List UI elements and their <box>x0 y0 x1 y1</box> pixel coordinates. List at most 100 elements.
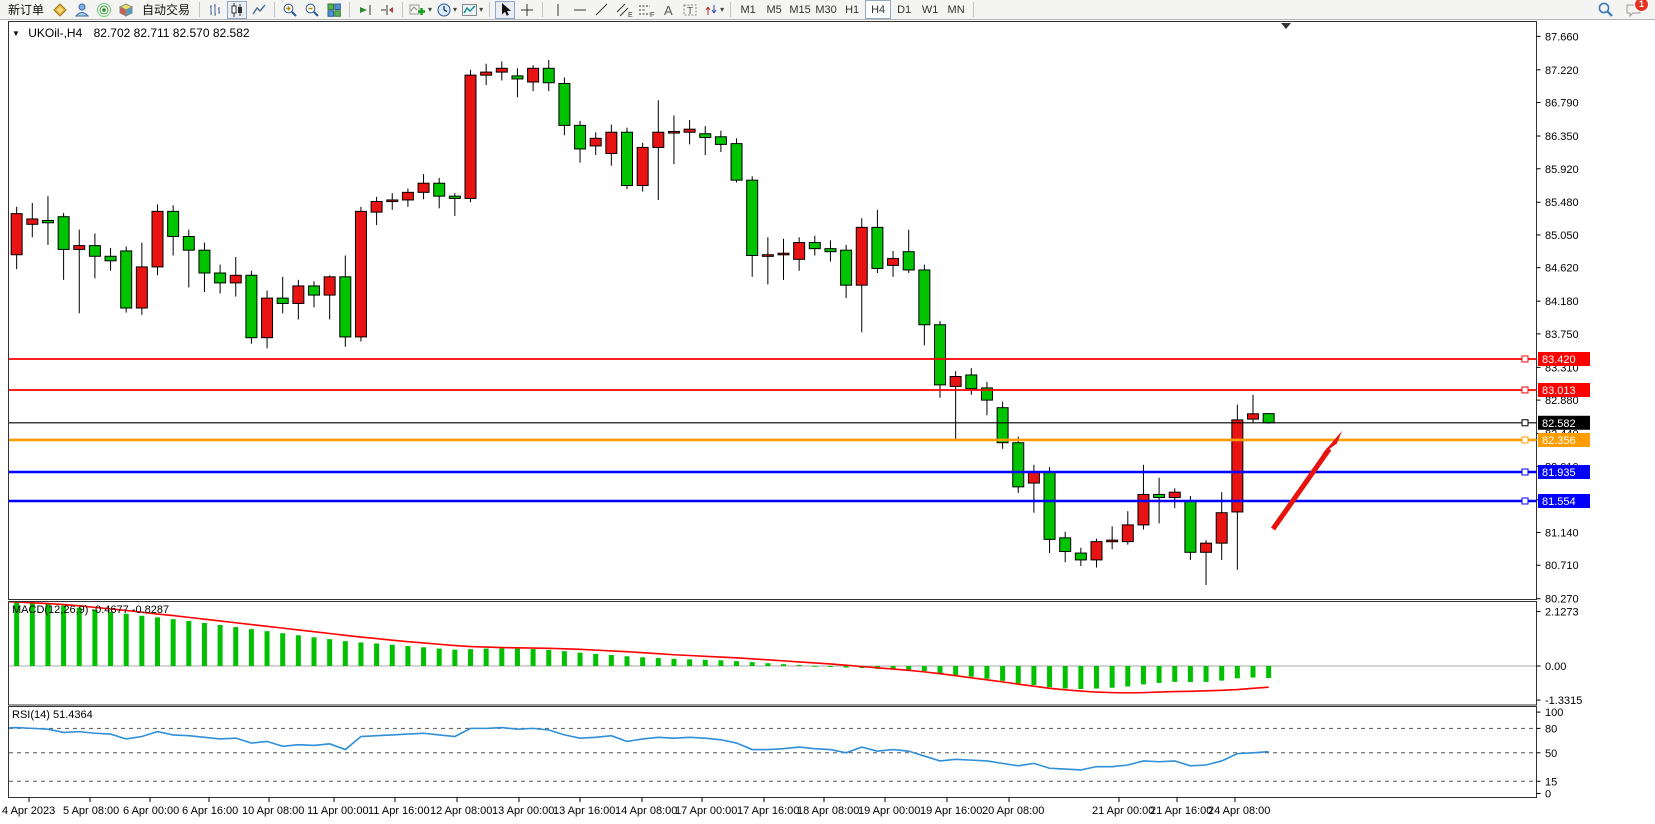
timeframe-button-m15[interactable]: M15 <box>789 3 811 16</box>
macd-histogram-bar <box>593 653 599 666</box>
svg-text:E: E <box>628 12 633 18</box>
timeframe-button-d1[interactable]: D1 <box>897 3 912 16</box>
macd-histogram-bar <box>217 625 223 666</box>
chat-icon[interactable]: 1 <box>1624 0 1649 19</box>
svg-text:F: F <box>650 12 654 18</box>
candle-bear <box>1059 537 1072 553</box>
search-icon[interactable] <box>1595 1 1615 19</box>
candle-bear <box>980 387 993 401</box>
arrows-button[interactable]: ▾ <box>702 1 725 19</box>
candle-bear <box>57 216 70 250</box>
timeframe-button-w1[interactable]: W1 <box>921 3 939 16</box>
macd-histogram-bar <box>765 663 771 666</box>
text-button[interactable]: A <box>658 1 678 19</box>
macd-histogram-bar <box>483 648 489 666</box>
timeframe-button-m5[interactable]: M5 <box>766 3 782 16</box>
hlines-layer[interactable] <box>9 355 1537 505</box>
indicators-add-button[interactable]: ▾ <box>408 1 433 19</box>
macd-histogram-bar <box>561 651 567 666</box>
candle-bull <box>527 67 540 83</box>
macd-histogram-bar <box>342 641 348 666</box>
candle-bull <box>949 376 962 387</box>
templates-button[interactable]: ▾ <box>460 1 484 19</box>
zoom-in-button[interactable] <box>280 1 300 19</box>
macd-histogram-bar <box>1094 666 1099 689</box>
line-handle <box>1521 436 1529 444</box>
chart-area[interactable]: 87.660 87.220 86.790 86.350 85.920 85.480 85.0… <box>0 20 1655 824</box>
rsi-tick-label: 15 <box>1545 776 1557 788</box>
zoom-out-button[interactable] <box>302 1 322 19</box>
candle-bull <box>1106 539 1119 543</box>
candle-bear <box>699 133 712 139</box>
candle-bear <box>1184 500 1197 553</box>
macd-histogram-bar <box>14 602 20 666</box>
chart-shift-marker-icon[interactable] <box>1281 23 1291 29</box>
timeframe-button-h1[interactable]: H1 <box>845 3 860 16</box>
macd-layer <box>9 602 1536 694</box>
candle-bull <box>386 199 399 203</box>
time-tick-label: 4 Apr 2023 <box>2 805 55 817</box>
trend-arrow[interactable] <box>1270 431 1342 531</box>
chevron-down-icon[interactable]: ▾ <box>428 5 433 14</box>
line-handle <box>1521 419 1529 427</box>
macd-histogram-bar <box>749 662 755 666</box>
timeframe-button-m30[interactable]: M30 <box>815 3 837 16</box>
line-handle <box>1521 355 1529 363</box>
timeframe-button-m1[interactable]: M1 <box>740 3 756 16</box>
periods-clock-button[interactable]: ▾ <box>435 1 458 19</box>
macd-histogram-bar <box>1109 666 1115 688</box>
bar-chart-button[interactable] <box>205 1 225 19</box>
horizontal-line-button[interactable] <box>570 1 590 19</box>
price-line-badge-label: 83.420 <box>1542 354 1576 366</box>
signals-icon[interactable] <box>94 1 114 19</box>
candle-bull <box>1121 524 1134 543</box>
price-axis: 87.660 87.220 86.790 86.350 85.920 85.480 85.0… <box>1536 31 1590 606</box>
symbol-period-label: UKOil-,H4 <box>28 26 83 40</box>
chevron-down-icon[interactable]: ▾ <box>453 5 458 14</box>
rsi-layer <box>9 726 1536 782</box>
crosshair-button[interactable] <box>517 1 537 19</box>
candle-bear <box>308 285 320 296</box>
timeframe-button-mn[interactable]: MN <box>947 3 965 16</box>
candle-bear <box>1012 442 1025 488</box>
chart-canvas[interactable]: 87.660 87.220 86.790 86.350 85.920 85.480 85.0… <box>0 20 1655 824</box>
auto-scroll-button[interactable] <box>355 1 375 19</box>
timeframe-button-h4[interactable]: H4 <box>865 0 892 20</box>
chevron-down-icon[interactable]: ▾ <box>479 5 484 14</box>
macd-histogram-bar <box>1031 666 1037 685</box>
candle-bull <box>73 245 86 250</box>
trendline-button[interactable] <box>592 1 612 19</box>
chart-shift-button[interactable] <box>377 1 397 19</box>
line-chart-button[interactable] <box>249 1 269 19</box>
new-chart-icon[interactable] <box>50 1 70 19</box>
toolbar-separator <box>489 2 491 17</box>
price-tick-label: 86.350 <box>1545 131 1579 143</box>
macd-histogram-bar <box>452 649 458 666</box>
time-tick-label: 14 Apr 08:00 <box>615 805 677 817</box>
candle-bear <box>214 272 227 284</box>
auto-trading-button[interactable]: 自动交易 <box>142 3 191 17</box>
macd-histogram-bar <box>421 647 427 666</box>
fibonacci-button[interactable]: F <box>636 1 656 19</box>
macd-histogram-bar <box>405 646 411 666</box>
equidistant-channel-button[interactable]: E <box>614 1 634 19</box>
candle-bull <box>370 200 383 213</box>
candle-bear <box>965 374 978 390</box>
cursor-button[interactable] <box>495 0 516 19</box>
chevron-down-icon[interactable]: ▾ <box>720 5 725 14</box>
toolbar-separator <box>730 2 732 17</box>
rsi-tick-label: 100 <box>1545 707 1563 719</box>
community-user-icon[interactable] <box>72 1 92 19</box>
time-tick-label: 21 Apr 00:00 <box>1092 805 1154 817</box>
text-label-button[interactable]: T <box>680 1 700 19</box>
candle-chart-button[interactable] <box>227 0 248 19</box>
tile-windows-button[interactable] <box>324 1 344 19</box>
new-order-button[interactable]: 新订单 <box>8 3 45 17</box>
candle-bull <box>793 242 806 260</box>
market-icon[interactable] <box>116 1 136 19</box>
vertical-line-button[interactable] <box>548 1 568 19</box>
one-click-trading-collapse-icon[interactable]: ▼ <box>12 29 20 38</box>
macd-histogram-bar <box>374 643 380 666</box>
macd-histogram-bar <box>921 666 927 672</box>
